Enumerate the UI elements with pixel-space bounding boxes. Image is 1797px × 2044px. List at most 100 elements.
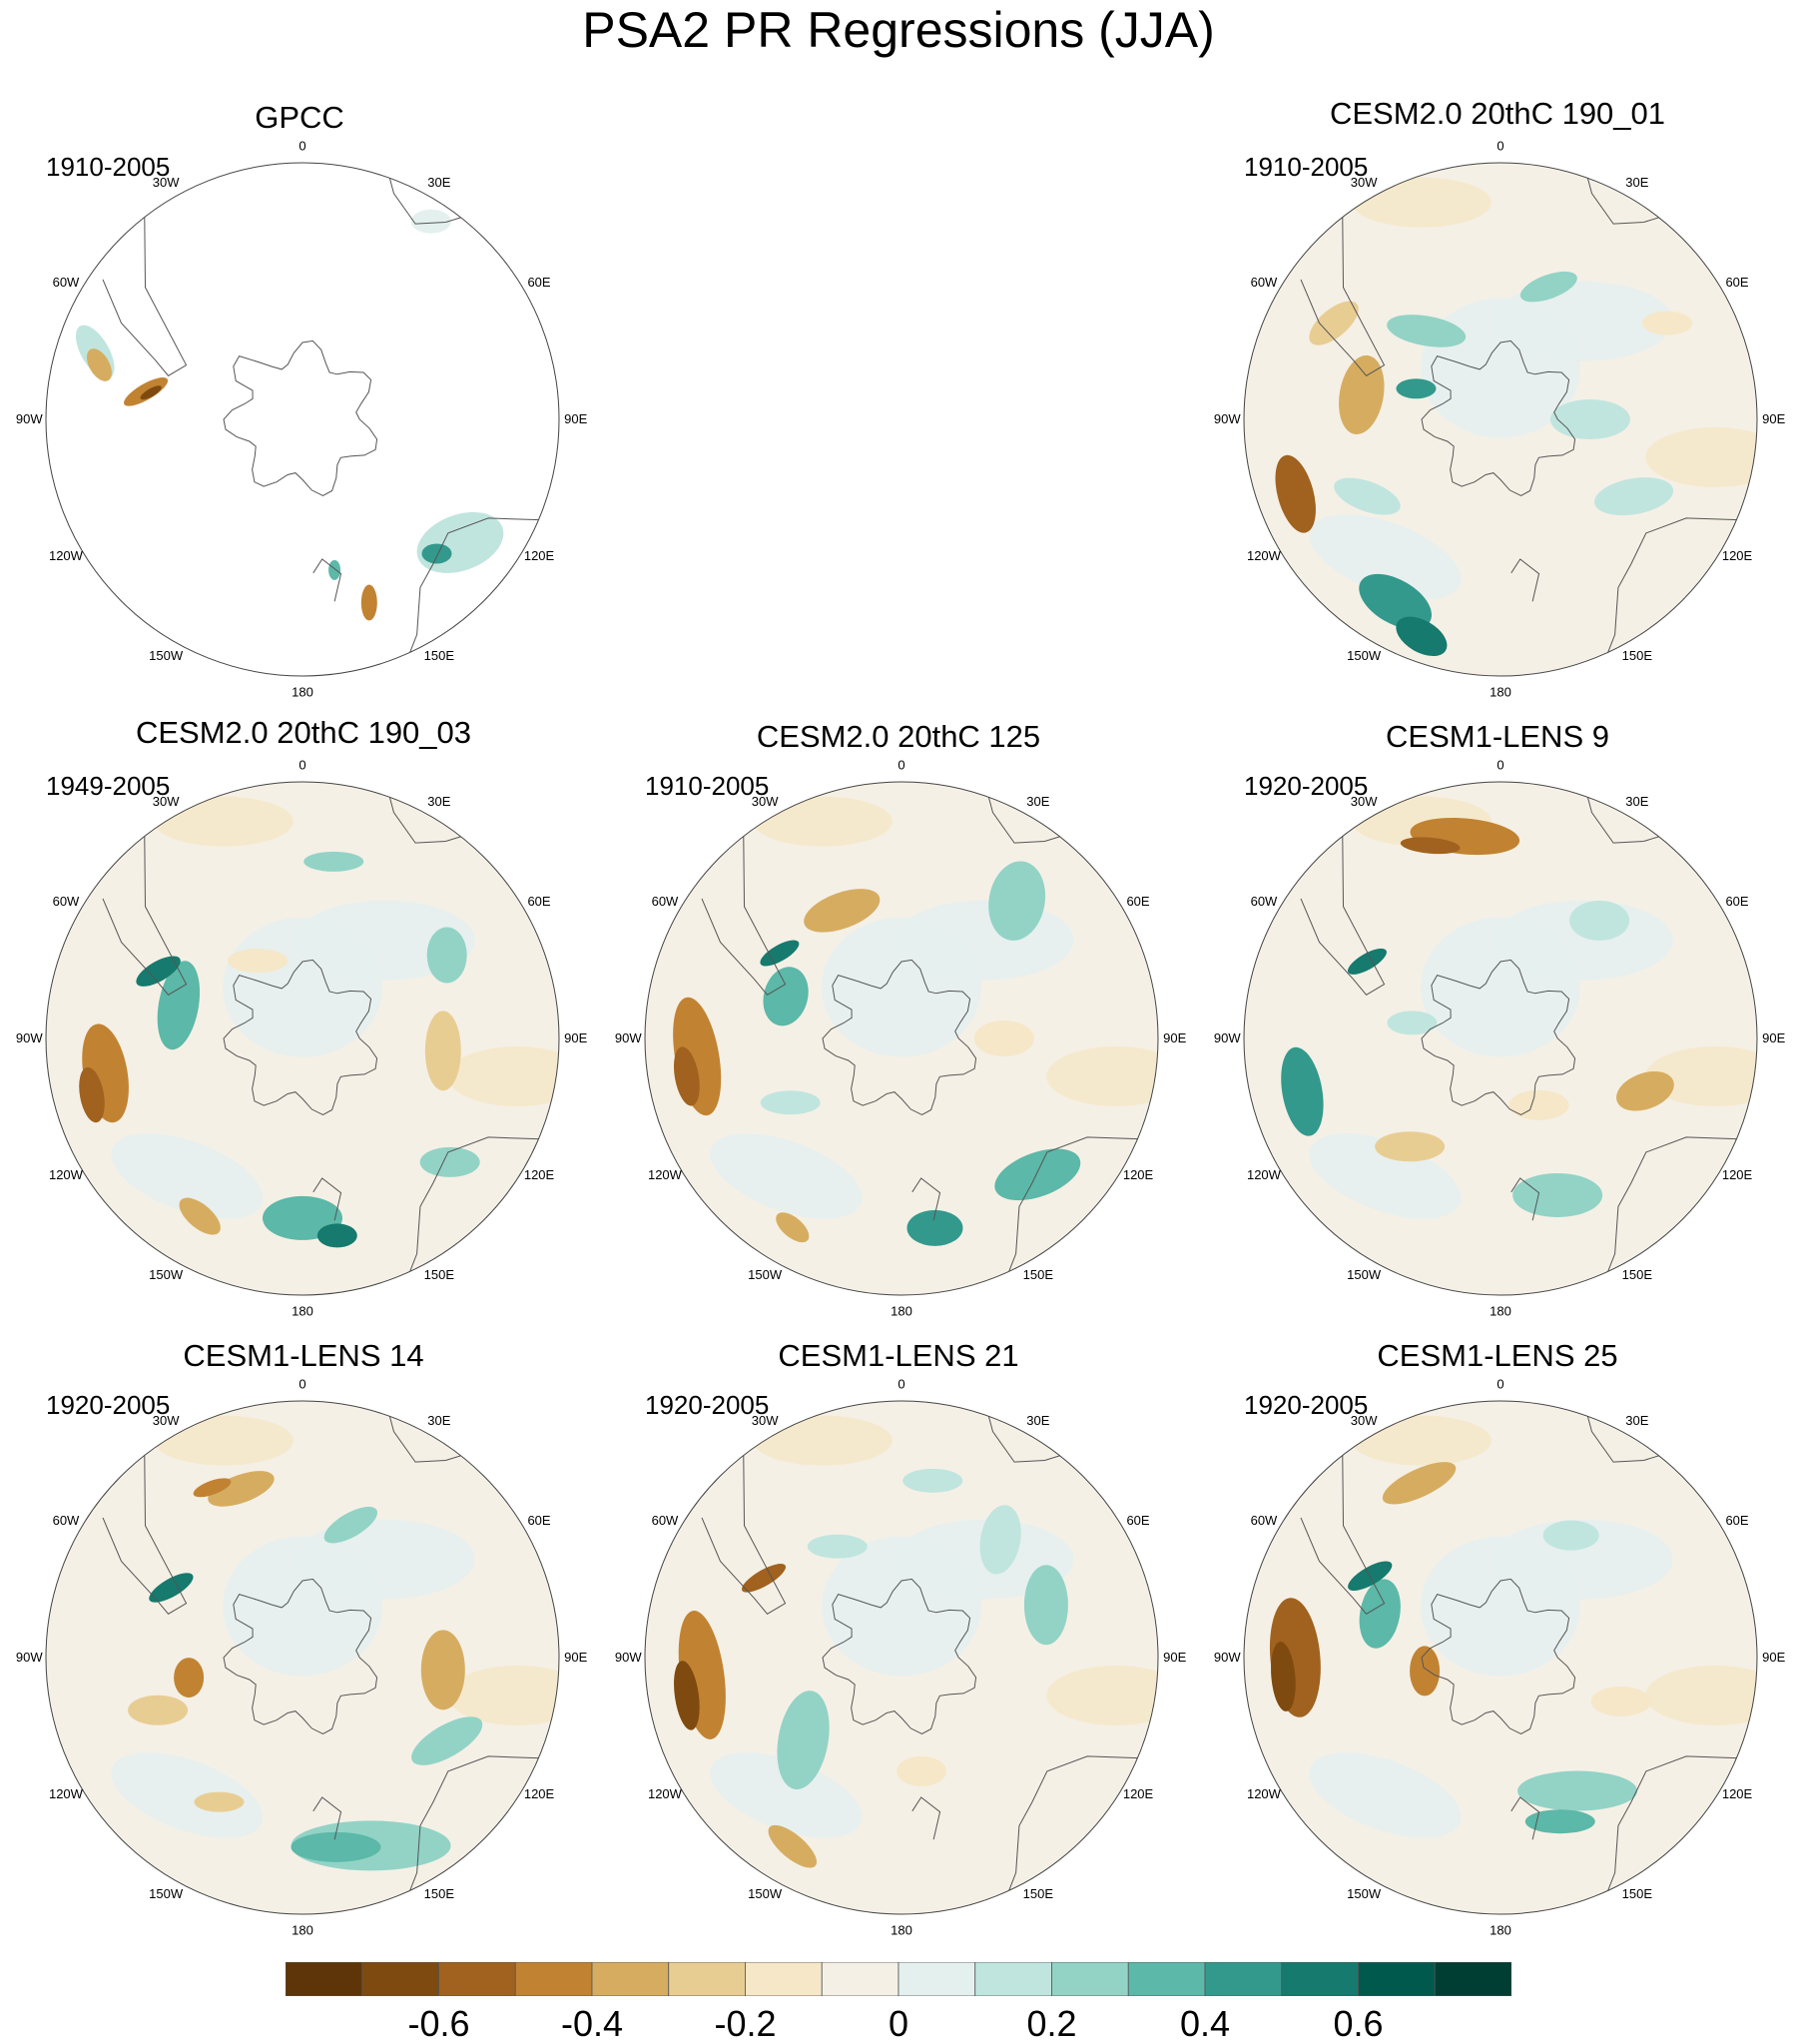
- anomaly-region: [208, 1471, 275, 1507]
- anomaly-region: [1334, 477, 1401, 515]
- colorbar-box: [898, 1962, 976, 1996]
- longitude-label: 30E: [1625, 1413, 1648, 1428]
- anomaly-region: [1359, 573, 1432, 630]
- longitude-label: 0: [1497, 138, 1503, 153]
- anomaly-region: [193, 1478, 232, 1498]
- polar-map: 0 30E 60E 90E 120E 150E 180 150W 120W 90W 60W 30W: [615, 757, 1187, 1319]
- anomaly-region: [291, 1831, 381, 1862]
- colorbar-box: [745, 1962, 823, 1996]
- longitude-label: 0: [898, 1376, 904, 1391]
- panel-period: 1920-2005: [1244, 771, 1369, 801]
- longitude-label: 60E: [1725, 275, 1748, 290]
- map-boundary: [644, 781, 1159, 1296]
- map-panel-cesm2-190-01: CESM2.0 20thC 190_01 1910-2005 0 30E 60E 90…: [1198, 96, 1797, 715]
- longitude-label: 90E: [1163, 1650, 1186, 1665]
- map-panel-lens-21: CESM1-LENS 21 1920-2005 0 30E 60E 90E 120E 15…: [599, 1338, 1198, 1957]
- anomaly-region: [128, 1695, 189, 1725]
- colorbar-tick-label: 0: [888, 2003, 909, 2044]
- anomaly-region: [1387, 1011, 1438, 1035]
- anomaly-region: [111, 1752, 264, 1838]
- anomaly-region: [776, 1212, 810, 1243]
- longitude-label: 150E: [1622, 1267, 1653, 1282]
- colorbar-box: [1051, 1962, 1129, 1996]
- colorbar-box: [974, 1962, 1052, 1996]
- longitude-label: 120W: [49, 1167, 84, 1182]
- longitude-label: 150E: [1023, 1886, 1054, 1901]
- africa-coastline: [1582, 163, 1674, 225]
- longitude-label: 30E: [427, 794, 450, 809]
- anomaly-region: [1645, 426, 1757, 487]
- anomaly-region: [760, 940, 800, 967]
- anomaly-region: [973, 1021, 1034, 1056]
- longitude-label: 90W: [615, 1650, 642, 1665]
- new-zealand-coastline: [1510, 1796, 1540, 1840]
- land-precip-region: [410, 209, 451, 234]
- anomaly-region: [223, 1536, 382, 1677]
- australia-coastline: [1600, 1755, 1751, 1908]
- longitude-label: 90E: [1762, 1650, 1785, 1665]
- anomaly-region: [303, 851, 364, 872]
- colorbar-box: [361, 1962, 439, 1996]
- anomaly-region: [447, 1665, 559, 1725]
- anomaly-region: [426, 927, 467, 984]
- longitude-label: 150W: [149, 1886, 184, 1901]
- australia-coastline: [402, 1136, 553, 1289]
- new-zealand-coastline: [312, 558, 342, 602]
- new-zealand-coastline: [312, 1177, 342, 1221]
- panel-title: CESM2.0 20thC 190_03: [135, 715, 472, 750]
- africa-coastline: [384, 1401, 476, 1463]
- anomaly-region: [1281, 1046, 1324, 1136]
- antarctica-coastline: [1421, 340, 1576, 496]
- anomaly-region: [424, 1011, 461, 1091]
- map-boundary: [1243, 1400, 1758, 1915]
- longitude-label: 60W: [1251, 275, 1278, 290]
- anomaly-region: [988, 861, 1046, 941]
- colorbar-box: [514, 1962, 593, 1996]
- australia-coastline: [402, 517, 553, 670]
- longitude-label: 120E: [1722, 1786, 1753, 1801]
- longitude-label: 30E: [1026, 794, 1049, 809]
- longitude-label: 90E: [564, 1030, 587, 1045]
- panel-title: CESM2.0 20thC 125: [756, 719, 1041, 754]
- longitude-label: 60W: [652, 1513, 679, 1528]
- anomaly-region: [1309, 1752, 1462, 1838]
- australia-coastline: [1600, 517, 1751, 670]
- south-america-coastline: [701, 1455, 787, 1615]
- anomaly-region: [420, 1630, 465, 1710]
- australia-coastline: [1600, 1136, 1751, 1289]
- longitude-label: 180: [1490, 1923, 1511, 1938]
- land-precip-region: [140, 385, 162, 400]
- panel-period: 1910-2005: [1244, 152, 1369, 182]
- longitude-label: 180: [1490, 685, 1511, 700]
- anomaly-region: [447, 1045, 559, 1106]
- anomaly-region: [316, 1223, 357, 1248]
- anomaly-region: [1508, 1089, 1569, 1120]
- longitude-label: 180: [891, 1304, 912, 1319]
- longitude-label: 0: [1497, 1376, 1503, 1391]
- polar-map: 0 30E 60E 90E 120E 150E 180 150W 120W 90W 60W 30W: [615, 1376, 1187, 1938]
- map-panel-cesm2-125: CESM2.0 20thC 125 1910-2005 0 30E 60E 90E 12…: [599, 719, 1198, 1338]
- longitude-label: 180: [891, 1923, 912, 1938]
- longitude-label: 90W: [16, 1650, 43, 1665]
- longitude-label: 90E: [564, 411, 587, 426]
- longitude-label: 90E: [1762, 1030, 1785, 1045]
- longitude-label: 90E: [1762, 411, 1785, 426]
- anomaly-region: [1275, 454, 1316, 533]
- colorbar-box: [821, 1962, 899, 1996]
- longitude-label: 90W: [1214, 411, 1241, 426]
- map-panel-cesm2-190-03: CESM2.0 20thC 190_03 1949-2005 0 30E 60E 90…: [0, 715, 599, 1334]
- map-panel-lens-14: CESM1-LENS 14 1920-2005 0 30E 60E 90E 120E 15…: [0, 1338, 599, 1957]
- africa-coastline: [384, 782, 476, 844]
- longitude-label: 120E: [1722, 548, 1753, 563]
- colorbar-box: [1127, 1962, 1206, 1996]
- map-boundary: [45, 162, 560, 677]
- colorbar-tick-label: -0.4: [560, 2003, 624, 2044]
- longitude-label: 60E: [1126, 894, 1149, 909]
- longitude-label: 90W: [16, 1030, 43, 1045]
- anomaly-region: [194, 1791, 245, 1812]
- panel-title: CESM1-LENS 9: [1386, 719, 1609, 754]
- longitude-label: 30W: [1351, 794, 1378, 809]
- longitude-label: 30E: [1625, 175, 1648, 190]
- polar-map: 0 30E 60E 90E 120E 150E 180 150W 120W 90W 60W 30W: [16, 1376, 588, 1937]
- longitude-label: 60W: [53, 894, 80, 909]
